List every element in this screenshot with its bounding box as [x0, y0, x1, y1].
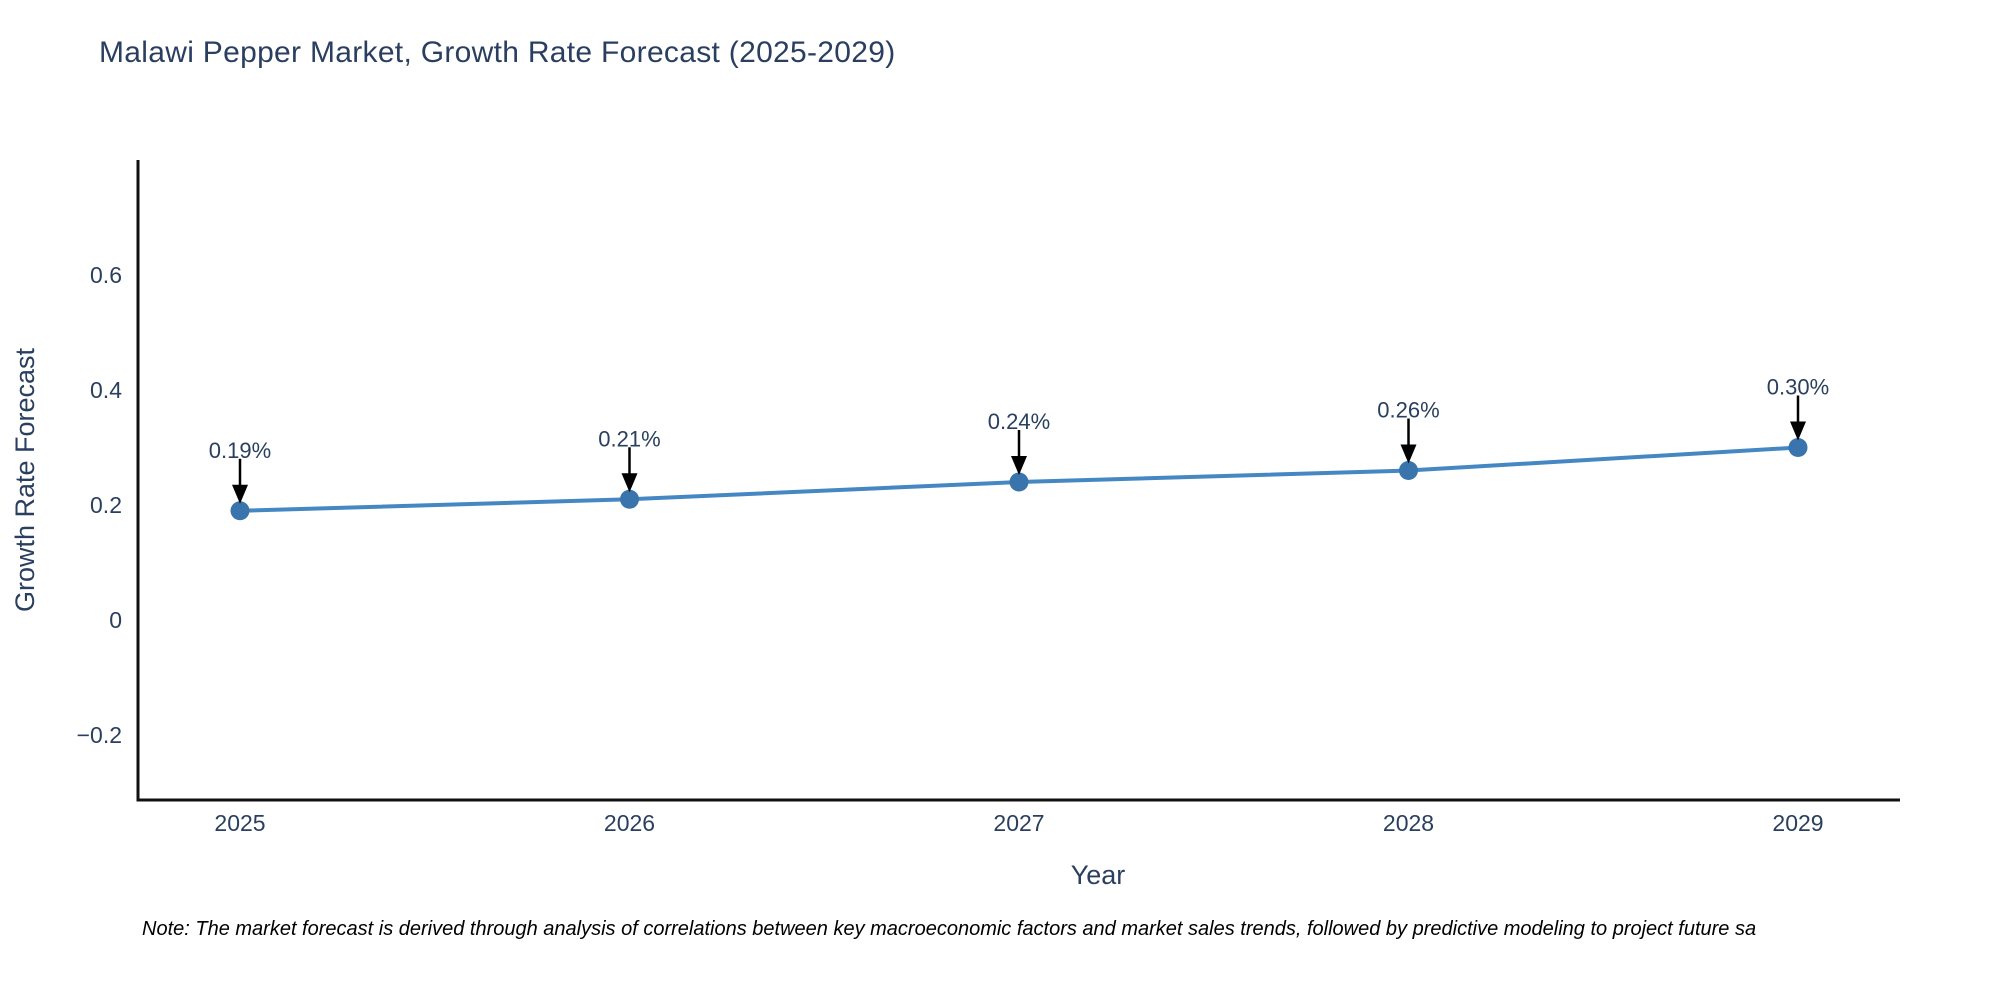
annotation-arrow-head	[232, 484, 248, 504]
data-point-label: 0.30%	[1767, 375, 1829, 400]
y-tick-label: 0	[109, 607, 122, 633]
y-tick-label: 0.6	[90, 262, 122, 288]
x-tick-label: 2028	[1383, 810, 1434, 836]
data-point-label: 0.19%	[209, 438, 271, 463]
annotation-arrow-head	[1011, 456, 1027, 476]
data-point-marker[interactable]	[230, 501, 250, 521]
data-point-label: 0.26%	[1377, 398, 1439, 423]
annotation-arrow-head	[621, 473, 638, 493]
data-point-label: 0.24%	[988, 409, 1050, 434]
data-point-marker[interactable]	[1788, 438, 1808, 458]
annotation-arrow-head	[1790, 421, 1806, 441]
data-point-label: 0.21%	[598, 426, 660, 451]
x-tick-label: 2025	[214, 810, 265, 836]
y-tick-label: 0.4	[90, 377, 122, 403]
x-tick-label: 2026	[604, 810, 655, 836]
annotation-arrow-head	[1400, 444, 1417, 464]
chart-title: Malawi Pepper Market, Growth Rate Foreca…	[99, 36, 896, 69]
data-point-marker[interactable]	[620, 489, 639, 509]
data-point-marker[interactable]	[1009, 472, 1029, 492]
y-tick-label: 0.2	[90, 492, 122, 518]
y-axis-title: Growth Rate Forecast	[10, 347, 40, 612]
x-tick-label: 2029	[1772, 810, 1823, 836]
y-tick-label: −0.2	[77, 722, 122, 748]
data-point-marker[interactable]	[1399, 461, 1418, 481]
x-axis-title: Year	[1071, 860, 1126, 890]
footnote: Note: The market forecast is derived thr…	[142, 918, 1757, 940]
x-tick-label: 2027	[993, 810, 1044, 836]
